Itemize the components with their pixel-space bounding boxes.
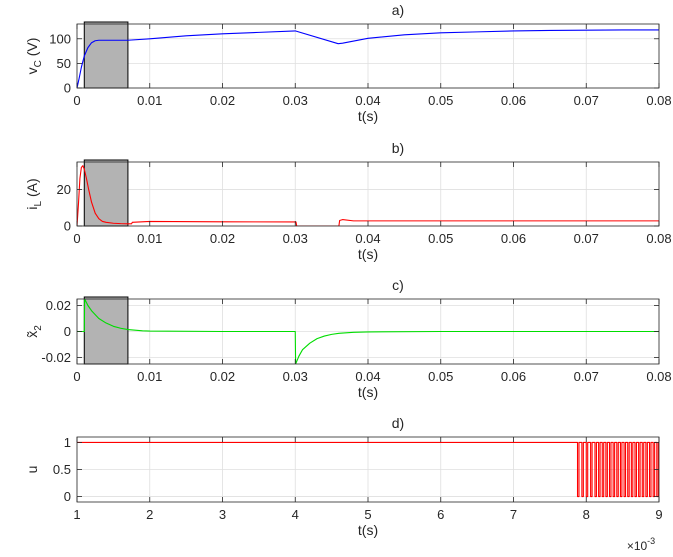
y-tick-label: 100 xyxy=(49,31,71,46)
y-tick-label: 50 xyxy=(57,56,71,71)
x-tick-label: 8 xyxy=(583,507,590,522)
x-tick-label: 0.05 xyxy=(428,369,453,384)
series-line-0 xyxy=(77,165,659,226)
x-tick-label: 0.03 xyxy=(283,231,308,246)
panel-3: 1 2 3 4 5 6 7 8 9 0 0.5 1 d) t(s) u ×10-3 xyxy=(24,415,663,553)
panel-1: 0 0.01 0.02 0.03 0.04 0.05 0.06 0.07 0.08 0 20 b) t(… xyxy=(24,140,672,262)
y-tick-label: 0 xyxy=(64,324,71,339)
y-axis-label-main: i xyxy=(24,207,40,210)
y-tick-label: -0.02 xyxy=(41,350,71,365)
x-tick-label: 0.08 xyxy=(646,231,671,246)
x-axis-label: t(s) xyxy=(358,246,378,262)
x-tick-label: 0.07 xyxy=(574,231,599,246)
series-line-0 xyxy=(77,299,659,364)
y-axis-label-unit: (V) xyxy=(24,38,40,61)
x-tick-label: 0.02 xyxy=(210,93,235,108)
panel-0: 0 0.01 0.02 0.03 0.04 0.05 0.06 0.07 0.08 0 50 100 a… xyxy=(24,2,672,124)
x-tick-label: 0.06 xyxy=(501,231,526,246)
series-line-0 xyxy=(77,29,659,88)
y-axis-label-subscript: 2 xyxy=(33,325,44,331)
y-axis-label-main: v xyxy=(24,67,40,74)
transient-shade-region xyxy=(83,21,129,89)
x-axis-multiplier-exponent: -3 xyxy=(647,536,655,546)
x-tick-label: 0.01 xyxy=(137,93,162,108)
x-axis-label: t(s) xyxy=(358,522,378,538)
y-axis-label-main: u xyxy=(24,466,40,474)
panel-title: b) xyxy=(392,140,404,156)
y-tick-label: 0 xyxy=(64,219,71,234)
x-tick-label: 3 xyxy=(219,507,226,522)
y-axis-label-subscript: C xyxy=(33,60,44,67)
x-axis-multiplier-base: ×10 xyxy=(627,539,648,553)
x-axis-label: t(s) xyxy=(358,108,378,124)
y-axis-label: x̃2 xyxy=(24,325,44,338)
x-tick-label: 0.08 xyxy=(646,369,671,384)
x-tick-label: 5 xyxy=(364,507,371,522)
x-tick-label: 0.07 xyxy=(574,369,599,384)
panel-title: d) xyxy=(392,415,404,431)
x-axis-multiplier: ×10-3 xyxy=(627,536,655,553)
x-tick-label: 9 xyxy=(655,507,662,522)
x-tick-label: 0.06 xyxy=(501,93,526,108)
x-tick-label: 6 xyxy=(437,507,444,522)
y-tick-label: 0 xyxy=(64,489,71,504)
y-axis-label-main: x̃ xyxy=(24,331,40,338)
x-tick-label: 0.04 xyxy=(355,369,380,384)
x-tick-label: 0.04 xyxy=(355,93,380,108)
x-tick-label: 0.03 xyxy=(283,369,308,384)
x-tick-label: 1 xyxy=(73,507,80,522)
y-tick-label: 20 xyxy=(57,182,71,197)
panel-title: a) xyxy=(392,2,404,18)
y-tick-label: 0.5 xyxy=(53,462,71,477)
y-axis-label: iL (A) xyxy=(24,178,44,209)
panel-2: 0 0.01 0.02 0.03 0.04 0.05 0.06 0.07 0.08-0.0200… xyxy=(24,277,672,400)
x-tick-label: 0.02 xyxy=(210,231,235,246)
x-tick-label: 0.02 xyxy=(210,369,235,384)
y-tick-label: 0 xyxy=(64,81,71,96)
x-tick-label: 0.01 xyxy=(137,231,162,246)
y-axis-label-subscript: L xyxy=(33,201,44,207)
x-tick-label: 0.06 xyxy=(501,369,526,384)
x-tick-label: 0.05 xyxy=(428,93,453,108)
series-line-0 xyxy=(77,441,659,498)
y-tick-label: 1 xyxy=(64,435,71,450)
y-axis-label: u xyxy=(24,466,40,474)
x-tick-label: 0.01 xyxy=(137,369,162,384)
x-tick-label: 0.07 xyxy=(574,93,599,108)
x-tick-label: 0.04 xyxy=(355,231,380,246)
x-axis-label: t(s) xyxy=(358,384,378,400)
panel-title: c) xyxy=(392,277,404,293)
x-tick-label: 4 xyxy=(292,507,299,522)
transient-shade-region xyxy=(83,296,129,365)
x-tick-label: 0.03 xyxy=(283,93,308,108)
y-tick-label: 0.02 xyxy=(46,298,71,313)
x-tick-label: 0.08 xyxy=(646,93,671,108)
y-axis-label: vC (V) xyxy=(24,38,44,75)
transient-shade-region xyxy=(83,159,129,227)
x-tick-label: 0 xyxy=(73,231,80,246)
x-tick-label: 7 xyxy=(510,507,517,522)
x-tick-label: 0 xyxy=(73,369,80,384)
x-tick-label: 2 xyxy=(146,507,153,522)
x-tick-label: 0.05 xyxy=(428,231,453,246)
y-axis-label-unit: (A) xyxy=(24,178,40,201)
x-tick-label: 0 xyxy=(73,93,80,108)
